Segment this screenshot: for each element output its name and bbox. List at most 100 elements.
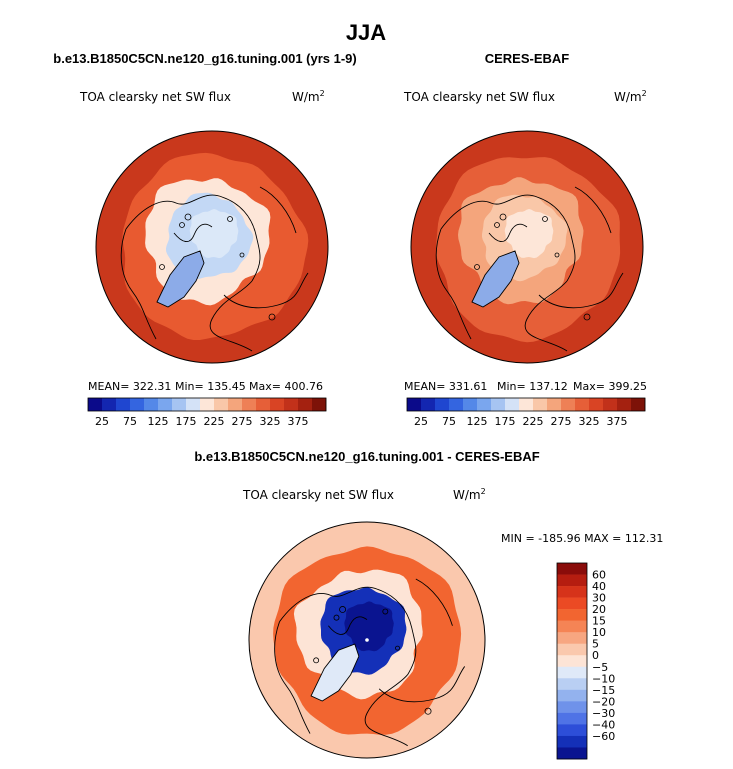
- field-pole: [189, 209, 239, 259]
- island: [184, 213, 192, 221]
- figure-title: JJA: [346, 20, 386, 45]
- colorbar-box: [557, 597, 587, 610]
- colorbar-tick-label: 40: [592, 580, 606, 593]
- panel-model-colorbar: 25 75 125 175 225 275 325 375: [87, 397, 327, 428]
- panel-model-min: Min= 135.45: [175, 380, 246, 393]
- coastline: [440, 194, 538, 230]
- field-pole: [504, 209, 554, 259]
- colorbar-box: [557, 666, 587, 679]
- island: [159, 264, 165, 270]
- panel-model-map: [96, 131, 328, 363]
- colorbar-frame: [406, 397, 646, 412]
- coastline: [435, 228, 472, 340]
- colorbar-box: [491, 398, 506, 411]
- colorbar-tick-label: 225: [523, 415, 544, 428]
- colorbar-box: [449, 398, 464, 411]
- island: [499, 213, 507, 221]
- colorbar-box: [312, 398, 327, 411]
- colorbar-box: [533, 398, 548, 411]
- colorbar-box: [631, 398, 646, 411]
- island: [474, 264, 480, 270]
- colorbar-tick-label: 25: [95, 415, 109, 428]
- colorbar-box: [284, 398, 299, 411]
- coastline: [524, 280, 568, 352]
- panel-diff-min-max: MIN = -185.96 MAX = 112.31: [501, 532, 663, 545]
- colorbar-tick-label: 375: [288, 415, 309, 428]
- panel-model-variable: TOA clearsky net SW flux: [79, 90, 231, 104]
- panel-model-units: W/m2: [292, 89, 325, 104]
- colorbar-box: [144, 398, 159, 411]
- colorbar-tick-label: −30: [592, 707, 615, 720]
- colorbar-tick-label: 15: [592, 615, 606, 628]
- colorbar-box: [589, 398, 604, 411]
- colorbar-tick-label: 20: [592, 603, 606, 616]
- colorbar-box: [102, 398, 117, 411]
- colorbar-tick-label: −5: [592, 661, 608, 674]
- coastline: [221, 196, 261, 282]
- field-greenland: [471, 250, 520, 308]
- colorbar-box: [158, 398, 173, 411]
- colorbar-frame: [87, 397, 327, 412]
- panel-obs-title: CERES-EBAF: [485, 51, 570, 66]
- colorbar-box: [214, 398, 229, 411]
- colorbar-tick-label: −15: [592, 684, 615, 697]
- colorbar-box: [547, 398, 562, 411]
- coastline: [377, 588, 417, 675]
- field-pole: [344, 601, 394, 652]
- colorbar-tick-label: 0: [592, 649, 599, 662]
- colorbar-box: [298, 398, 313, 411]
- colorbar-box: [575, 398, 590, 411]
- coastline: [274, 621, 311, 734]
- colorbar-tick-label: 275: [232, 415, 253, 428]
- panel-obs-map: [411, 131, 643, 363]
- colorbar-box: [463, 398, 478, 411]
- field-greenland: [156, 250, 205, 308]
- panel-model: b.e13.B1850C5CN.ne120_g16.tuning.001 (yr…: [53, 51, 356, 428]
- coastline: [125, 194, 223, 230]
- panel-obs-variable: TOA clearsky net SW flux: [403, 90, 555, 104]
- colorbar-tick-label: 275: [551, 415, 572, 428]
- island: [494, 222, 500, 228]
- panel-diff-map-border: [248, 521, 486, 759]
- coastline: [120, 228, 157, 340]
- island: [333, 614, 340, 621]
- field-greenland: [310, 643, 360, 702]
- panel-model-max: Max= 400.76: [249, 380, 323, 393]
- colorbar-tick-label: −40: [592, 718, 615, 731]
- colorbar-box: [557, 609, 587, 621]
- island: [179, 222, 185, 228]
- colorbar-box: [116, 398, 131, 411]
- colorbar-tick-label: 75: [442, 415, 456, 428]
- colorbar-box: [557, 689, 587, 702]
- colorbar-tick-label: 25: [414, 415, 428, 428]
- colorbar-box: [557, 655, 587, 668]
- colorbar-box: [88, 398, 103, 411]
- coastline: [327, 616, 368, 635]
- panel-diff-map: [249, 522, 485, 758]
- island: [239, 252, 245, 258]
- coastline: [415, 578, 453, 626]
- panel-model-map-border: [95, 130, 329, 364]
- colorbar-box: [617, 398, 632, 411]
- colorbar-box: [557, 678, 587, 691]
- panel-obs-units: W/m2: [614, 89, 647, 104]
- colorbar-box: [557, 563, 587, 575]
- panel-obs-map-border: [410, 130, 644, 364]
- panel-obs: CERES-EBAF TOA clearsky net SW flux W/m2…: [403, 51, 647, 428]
- colorbar-tick-label: 325: [579, 415, 600, 428]
- colorbar-box: [477, 398, 492, 411]
- colorbar-tick-label: −60: [592, 730, 615, 743]
- colorbar-box: [421, 398, 436, 411]
- panel-diff: b.e13.B1850C5CN.ne120_g16.tuning.001 - C…: [194, 449, 663, 760]
- coastline: [259, 186, 297, 234]
- island: [227, 216, 233, 222]
- colorbar-tick-label: 30: [592, 592, 606, 605]
- colorbar-box: [557, 747, 587, 760]
- coastline: [538, 272, 624, 309]
- colorbar-tick-label: 175: [495, 415, 516, 428]
- pole-marker: [365, 638, 369, 642]
- colorbar-tick-label: 60: [592, 569, 606, 582]
- coastline: [488, 223, 528, 242]
- colorbar-box: [519, 398, 534, 411]
